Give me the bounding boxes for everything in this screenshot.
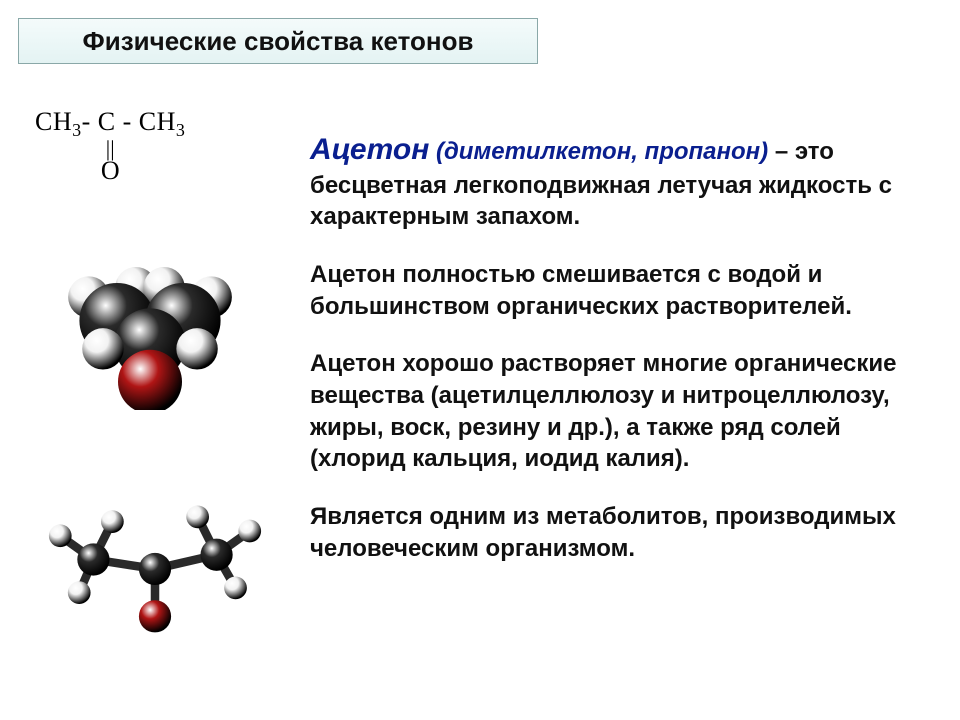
paragraph-2: Ацетон полностью смешивается с водой и б… [310,259,930,322]
molecule-ballstick [30,460,280,640]
term-synonyms: (диметилкетон, пропанон) [429,138,768,165]
paragraph-1: Ацетон (диметилкетон, пропанон) – это бе… [310,130,930,233]
slide-title: Физические свойства кетонов [83,26,474,57]
structural-formula: CH3- C - CH3 || О [35,108,185,186]
paragraph-3: Ацетон хорошо растворяет многие органиче… [310,348,930,475]
formula-sub-1: 3 [72,120,82,140]
paragraph-4: Является одним из метаболитов, производи… [310,501,930,564]
slide-header: Физические свойства кетонов [18,18,538,64]
description-text: Ацетон (диметилкетон, пропанон) – это бе… [310,130,930,590]
formula-sub-2: 3 [176,120,186,140]
formula-ch3-left-a: CH [35,107,72,136]
formula-oxygen: О [35,157,185,186]
term-acetone: Ацетон [310,133,429,166]
molecule-spacefill [45,250,255,410]
formula-middle: - C - CH [82,107,176,136]
